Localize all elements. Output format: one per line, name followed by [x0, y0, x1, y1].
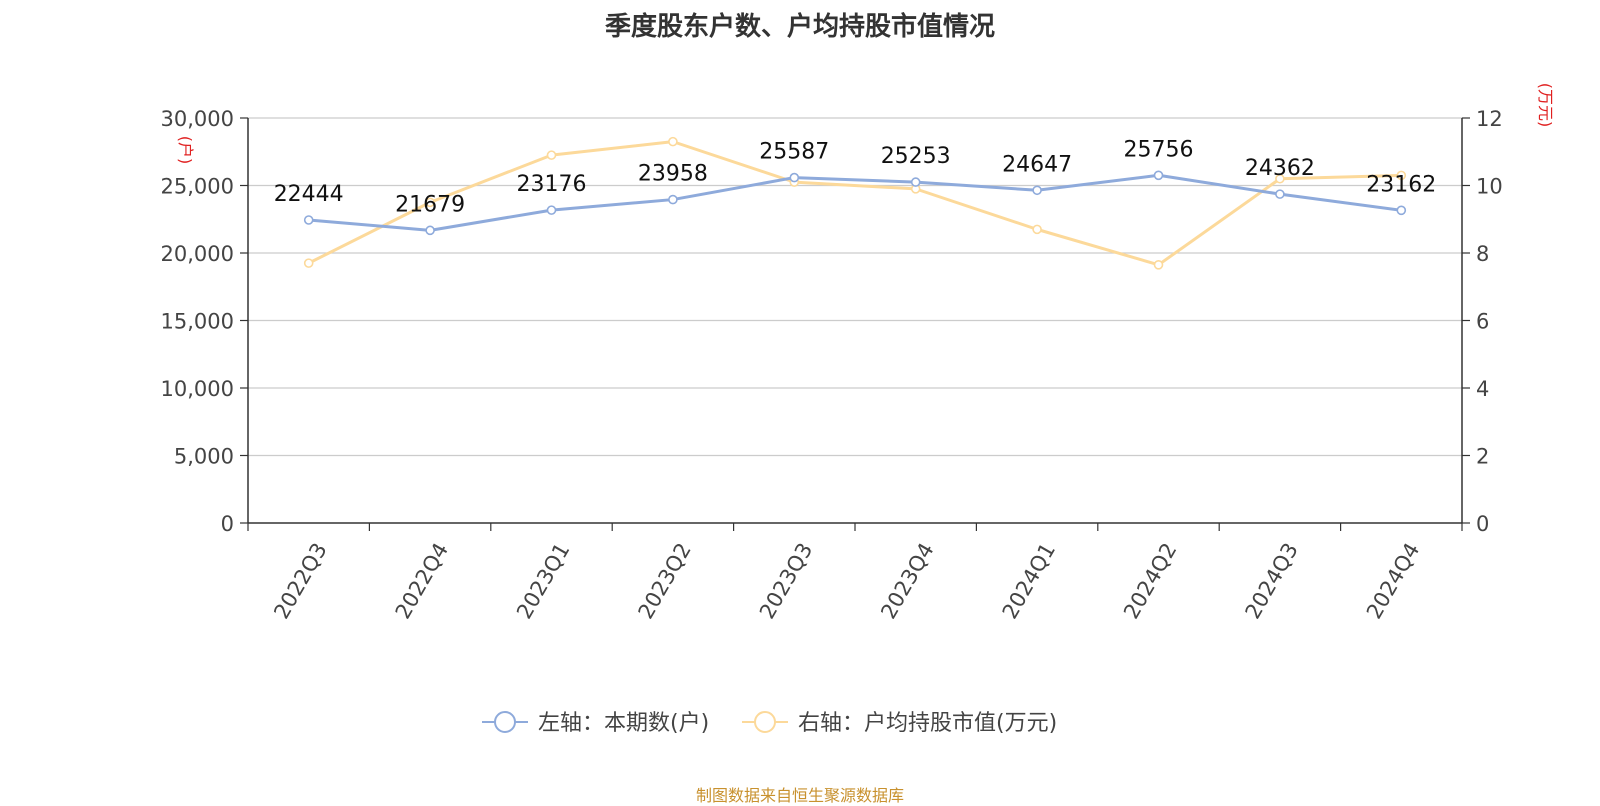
series-line-holders — [308, 173, 1402, 232]
right-tick-label: 6 — [1476, 310, 1489, 334]
left-axis-unit: (户) — [176, 136, 195, 165]
point-avg-value — [1153, 260, 1164, 270]
right-tick-label: 8 — [1476, 242, 1489, 266]
point-holders — [910, 177, 921, 187]
data-label: 23176 — [517, 172, 587, 197]
point-avg-value — [1396, 170, 1407, 181]
x-axis-ticks: 2022Q3 2022Q4 2023Q1 2023Q2 2023Q3 2023Q4 2024… — [247, 523, 1463, 623]
point-holders — [546, 205, 557, 215]
right-tick-label: 4 — [1476, 377, 1489, 401]
point-holders — [1275, 189, 1285, 199]
legend-marker-holders — [494, 711, 516, 733]
data-label: 23958 — [638, 162, 708, 187]
left-tick-label: 10,000 — [161, 377, 234, 401]
point-avg-value — [425, 197, 435, 208]
left-axis-ticks: 0 5,000 10,000 15,000 20,000 25,000 30,000 — [161, 107, 248, 536]
data-label: 21679 — [395, 192, 465, 217]
x-tick-label: 2023Q2 — [634, 539, 696, 623]
data-label: 24647 — [1002, 152, 1072, 177]
point-holders — [303, 215, 314, 225]
left-tick-label: 0 — [221, 512, 234, 536]
point-avg-value — [1032, 224, 1042, 235]
data-label: 25587 — [759, 140, 829, 165]
series-line-avg-value — [308, 140, 1402, 267]
point-holders — [668, 194, 678, 205]
legend: 左轴：本期数(户) 右轴：户均持股市值(万元) — [482, 711, 1057, 736]
data-label: 25253 — [881, 144, 951, 169]
right-axis-ticks: 0 2 4 6 8 10 12 — [1462, 107, 1503, 536]
right-tick-label: 2 — [1476, 445, 1489, 469]
x-tick-label: 2022Q3 — [269, 539, 331, 623]
x-tick-label: 2024Q1 — [998, 539, 1060, 623]
left-tick-label: 15,000 — [161, 310, 234, 334]
data-label: 24362 — [1245, 156, 1315, 181]
right-tick-label: 0 — [1476, 512, 1489, 536]
x-tick-label: 2024Q2 — [1119, 539, 1181, 623]
x-tick-label: 2023Q4 — [876, 539, 938, 623]
x-tick-label: 2023Q3 — [755, 539, 817, 623]
point-avg-value — [546, 150, 557, 160]
legend-label-avg-value: 右轴：户均持股市值(万元) — [798, 711, 1057, 736]
point-holders — [789, 172, 800, 183]
series-lines — [303, 136, 1407, 270]
legend-marker-avg-value — [754, 711, 776, 733]
data-label: 25756 — [1124, 137, 1194, 162]
left-tick-label: 20,000 — [161, 242, 234, 266]
right-tick-label: 12 — [1476, 107, 1503, 131]
point-avg-value — [668, 136, 678, 147]
point-holders — [1153, 170, 1164, 181]
data-label: 22444 — [274, 182, 344, 207]
x-tick-label: 2024Q3 — [1241, 539, 1303, 623]
point-holders — [1396, 205, 1407, 216]
right-tick-label: 10 — [1476, 175, 1503, 199]
point-avg-value — [303, 258, 314, 268]
x-tick-label: 2024Q4 — [1362, 539, 1424, 623]
right-axis-unit: (万元) — [1536, 83, 1555, 128]
point-holders — [425, 225, 435, 236]
left-tick-label: 25,000 — [161, 175, 234, 199]
point-avg-value — [1275, 173, 1285, 184]
x-tick-label: 2022Q4 — [391, 539, 453, 623]
source-note: 制图数据来自恒生聚源数据库 — [695, 786, 904, 805]
left-tick-label: 5,000 — [174, 445, 234, 469]
chart-title: 季度股东户数、户均持股市值情况 — [604, 12, 995, 42]
legend-label-holders: 左轴：本期数(户) — [538, 711, 709, 736]
data-labels: 22444 21679 23176 23958 25587 25253 24647 25756… — [274, 137, 1437, 217]
grid-lines — [248, 117, 1462, 457]
data-label: 23162 — [1366, 172, 1436, 197]
left-tick-label: 30,000 — [161, 107, 234, 131]
point-holders — [1032, 185, 1042, 196]
x-tick-label: 2023Q1 — [512, 539, 574, 623]
